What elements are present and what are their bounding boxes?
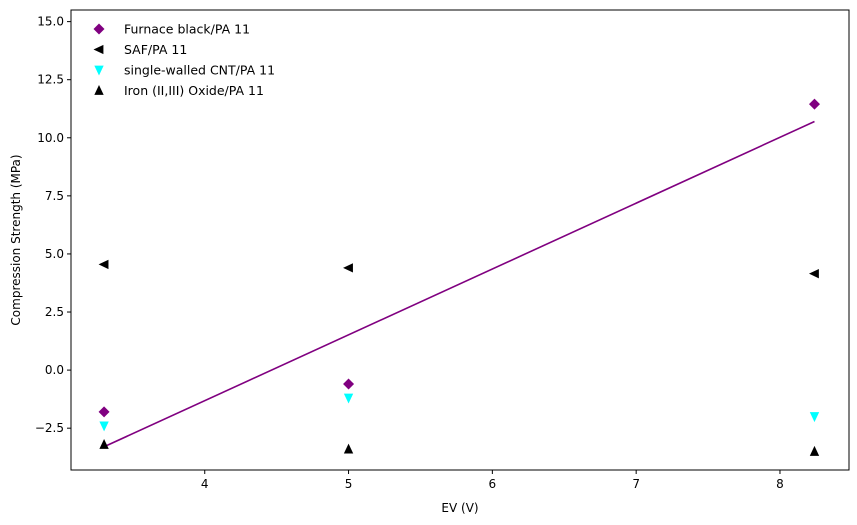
data-point — [343, 443, 354, 454]
series-1 — [98, 259, 819, 279]
x-tick-label: 4 — [201, 477, 209, 491]
x-axis-title: EV (V) — [441, 501, 478, 515]
legend-label: Furnace black/PA 11 — [124, 22, 250, 37]
legend-item: Iron (II,III) Oxide/PA 11 — [94, 83, 264, 98]
legend-marker — [93, 23, 105, 35]
data-point — [98, 259, 109, 270]
series-2 — [99, 393, 820, 432]
y-tick-label: 15.0 — [37, 15, 64, 29]
legend-label: Iron (II,III) Oxide/PA 11 — [124, 83, 264, 98]
x-tick-label: 7 — [632, 477, 640, 491]
y-tick-label: 5.0 — [45, 247, 64, 261]
data-point — [98, 406, 110, 418]
plot-frame — [70, 9, 850, 471]
legend-label: SAF/PA 11 — [124, 42, 187, 57]
legend-item: single-walled CNT/PA 11 — [94, 63, 275, 78]
x-tick-label: 8 — [776, 477, 784, 491]
y-axis-title: Compression Strength (MPa) — [9, 154, 23, 325]
data-point — [808, 269, 819, 279]
y-tick-label: 2.5 — [45, 305, 64, 319]
y-tick-label: −2.5 — [35, 421, 64, 435]
y-tick-label: 12.5 — [37, 73, 64, 87]
y-tick-label: 7.5 — [45, 189, 64, 203]
data-point — [808, 98, 820, 110]
legend-marker — [94, 65, 104, 76]
series-0 — [98, 98, 820, 418]
x-axis-ticks: 4 5 6 7 8 — [201, 470, 784, 491]
data-point — [343, 393, 354, 404]
y-tick-label: 0.0 — [45, 363, 64, 377]
x-tick-label: 5 — [345, 477, 353, 491]
data-point — [343, 263, 353, 273]
y-tick-label: 10.0 — [37, 131, 64, 145]
series-3 — [99, 438, 820, 456]
y-axis-ticks: −2.5 0.0 2.5 5.0 7.5 10.0 12.5 15.0 — [35, 15, 71, 435]
legend-item: SAF/PA 11 — [93, 42, 187, 57]
trend-line — [103, 120, 815, 448]
data-point — [343, 378, 355, 390]
x-tick-label: 6 — [489, 477, 497, 491]
legend: Furnace black/PA 11 SAF/PA 11 single-walle… — [93, 22, 275, 98]
data-point — [99, 438, 109, 449]
data-point — [99, 421, 109, 432]
legend-marker — [93, 44, 104, 55]
data-point — [809, 445, 820, 456]
legend-item: Furnace black/PA 11 — [93, 22, 250, 37]
legend-marker — [94, 85, 104, 95]
plot-layer — [98, 98, 820, 456]
data-point — [809, 412, 820, 423]
legend-label: single-walled CNT/PA 11 — [124, 63, 275, 78]
